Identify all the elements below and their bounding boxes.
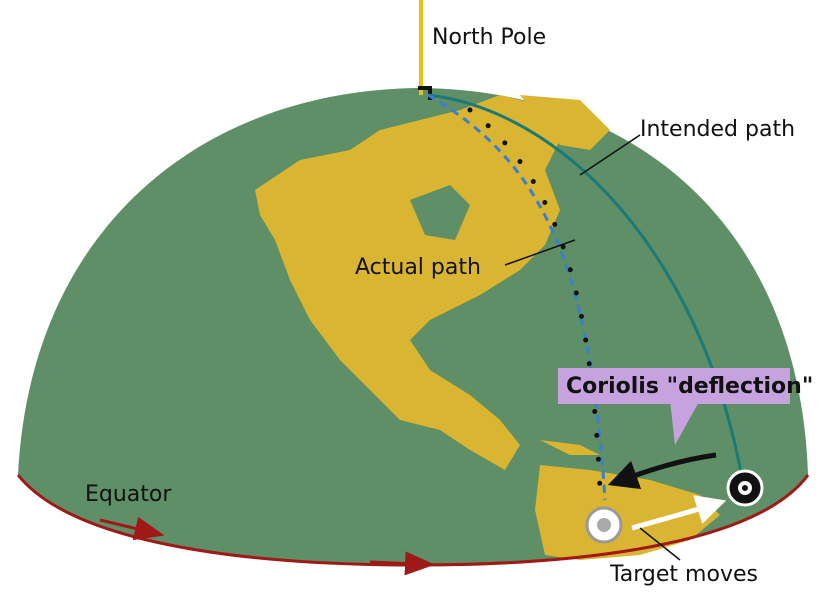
label-intended-path: Intended path — [640, 117, 795, 142]
target-moved-center — [597, 518, 611, 532]
diagram: North Pole Intended path Actual path Cor… — [0, 0, 831, 593]
label-north-pole: North Pole — [432, 25, 546, 50]
label-actual-path: Actual path — [355, 255, 481, 280]
label-equator: Equator — [85, 482, 172, 507]
label-target-moves: Target moves — [609, 562, 758, 587]
label-coriolis: Coriolis "deflection" — [566, 374, 813, 399]
equator-arrow — [370, 562, 420, 564]
target-intended-dot — [742, 485, 748, 491]
